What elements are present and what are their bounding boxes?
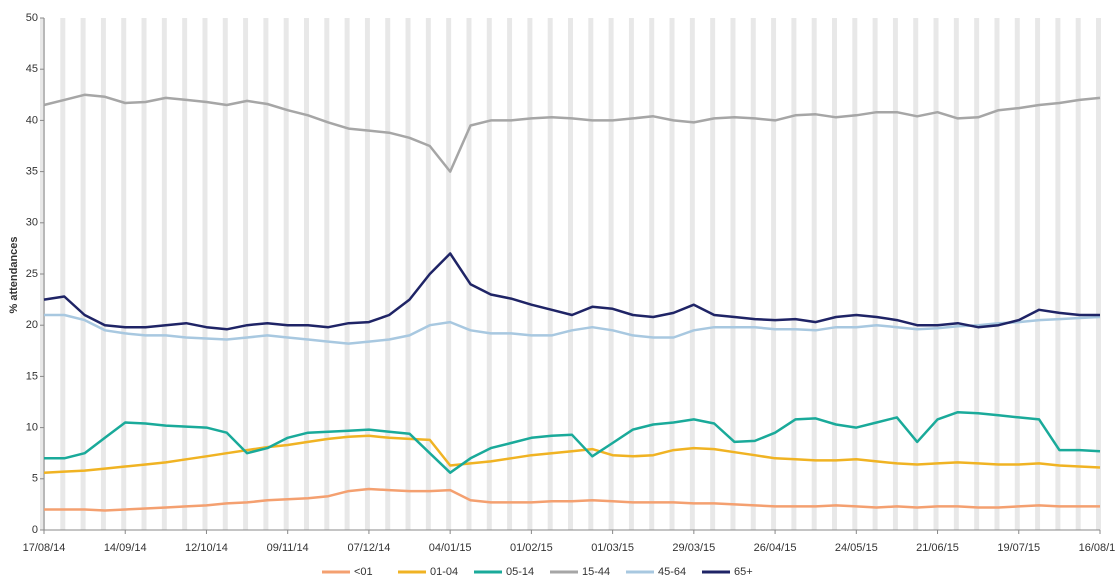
legend-label: 05-14 — [506, 566, 534, 578]
weekend-band — [100, 18, 106, 530]
y-tick-label: 45 — [26, 63, 38, 75]
weekend-band — [608, 18, 614, 530]
x-tick-label: 01/02/15 — [510, 542, 553, 554]
legend-label: 65+ — [734, 566, 753, 578]
x-tick-label: 01/03/15 — [591, 542, 634, 554]
y-tick-label: 35 — [26, 166, 38, 178]
x-tick-label: 26/04/15 — [754, 542, 797, 554]
weekend-band — [243, 18, 249, 530]
weekend-band — [344, 18, 350, 530]
weekend-band — [121, 18, 127, 530]
weekend-band — [547, 18, 553, 530]
weekend-band — [385, 18, 391, 530]
weekend-band — [283, 18, 289, 530]
weekend-band — [1075, 18, 1081, 530]
weekend-band — [405, 18, 411, 530]
x-tick-label: 12/10/14 — [185, 542, 228, 554]
weekend-band — [933, 18, 939, 530]
x-tick-label: 14/09/14 — [104, 542, 147, 554]
series-line — [44, 313, 1101, 345]
weekend-band — [80, 18, 86, 530]
y-tick-label: 30 — [26, 217, 38, 229]
weekend-band — [750, 18, 756, 530]
weekend-band — [263, 18, 269, 530]
legend-label: 45-64 — [658, 566, 686, 578]
weekend-band — [222, 18, 228, 530]
series-line — [43, 93, 1101, 173]
weekend-band — [994, 18, 1000, 530]
y-tick-label: 10 — [26, 422, 38, 434]
weekend-band — [364, 18, 370, 530]
weekend-band — [324, 18, 330, 530]
weekend-band — [588, 18, 594, 530]
weekend-band — [446, 18, 452, 530]
weekend-band — [791, 18, 797, 530]
x-tick-label: 07/12/14 — [348, 542, 391, 554]
weekend-band — [202, 18, 208, 530]
weekend-band — [182, 18, 188, 530]
weekend-band — [852, 18, 858, 530]
weekend-band — [953, 18, 959, 530]
x-tick-label: 24/05/15 — [835, 542, 878, 554]
series-line — [43, 252, 1100, 331]
weekend-band — [466, 18, 472, 530]
weekend-band — [1096, 18, 1101, 530]
x-tick-label: 19/07/15 — [997, 542, 1040, 554]
weekend-band — [161, 18, 167, 530]
weekend-band — [1014, 18, 1020, 530]
weekend-band — [304, 18, 309, 530]
weekend-band — [649, 18, 655, 530]
weekend-band — [1035, 18, 1041, 530]
y-tick-label: 50 — [26, 12, 38, 24]
weekend-band — [669, 18, 675, 530]
weekend-band — [730, 18, 736, 530]
weekend-band — [913, 18, 919, 530]
x-tick-label: 17/08/14 — [23, 542, 66, 554]
weekend-band — [628, 18, 634, 530]
x-tick-label: 21/06/15 — [916, 542, 959, 554]
x-tick-label: 16/08/15 — [1079, 542, 1115, 554]
y-tick-label: 20 — [26, 319, 38, 331]
x-tick-label: 04/01/15 — [429, 542, 472, 554]
x-tick-label: 29/03/15 — [672, 542, 715, 554]
weekend-band — [710, 18, 716, 530]
y-tick-label: 25 — [26, 268, 38, 280]
y-axis-label: % attendances — [8, 236, 20, 313]
weekend-band — [568, 18, 573, 530]
y-tick-label: 15 — [26, 370, 38, 382]
x-tick-label: 09/11/14 — [267, 542, 309, 554]
weekend-band — [689, 18, 695, 530]
weekend-band — [141, 18, 147, 530]
weekend-band — [60, 18, 66, 530]
weekend-band — [771, 18, 777, 530]
weekend-band — [872, 18, 878, 530]
weekend-band — [832, 18, 837, 530]
weekend-band — [811, 18, 817, 530]
weekend-band — [892, 18, 898, 530]
legend-label: 15-44 — [582, 566, 610, 578]
series-line — [43, 434, 1101, 474]
y-tick-label: 0 — [32, 524, 38, 536]
weekend-band — [507, 18, 513, 530]
legend-label: <01 — [354, 566, 373, 578]
weekend-band — [1055, 18, 1061, 530]
weekend-band — [486, 18, 492, 530]
series-line — [44, 410, 1101, 474]
y-tick-label: 5 — [32, 473, 38, 485]
legend-label: 01-04 — [430, 566, 458, 578]
weekend-band — [974, 18, 980, 530]
series-line — [44, 487, 1100, 512]
weekend-band — [527, 18, 533, 530]
y-tick-label: 40 — [26, 114, 38, 126]
